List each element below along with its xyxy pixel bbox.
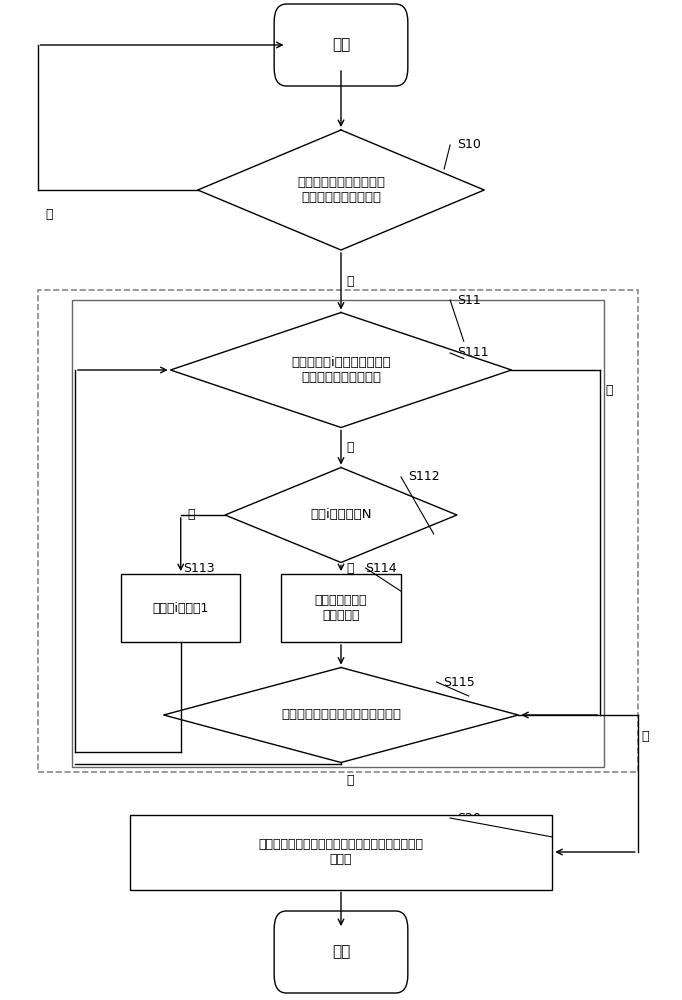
Text: 判断i是否等于N: 判断i是否等于N: [310, 508, 372, 522]
Text: 否: 否: [188, 508, 195, 522]
Text: 车辆将i值累加1: 车辆将i值累加1: [153, 601, 209, 614]
Polygon shape: [198, 130, 484, 250]
Polygon shape: [225, 468, 457, 562]
Text: S113: S113: [183, 562, 214, 574]
Text: 车辆判断第i个单方向加速度
是否满足第二预设条件: 车辆判断第i个单方向加速度 是否满足第二预设条件: [291, 356, 391, 384]
Text: S112: S112: [408, 471, 439, 484]
Text: 否: 否: [46, 209, 53, 222]
FancyBboxPatch shape: [274, 911, 408, 993]
FancyBboxPatch shape: [274, 4, 408, 86]
Text: S115: S115: [443, 676, 475, 688]
Text: 车辆产生异常确
认提示信息: 车辆产生异常确 认提示信息: [315, 594, 367, 622]
Text: 是: 是: [346, 275, 354, 288]
Text: S111: S111: [457, 347, 488, 360]
Text: S11: S11: [457, 294, 481, 306]
Text: 否: 否: [346, 774, 354, 787]
Text: 车辆根据该车辆的加速度
判断车辆是否出现异常: 车辆根据该车辆的加速度 判断车辆是否出现异常: [297, 176, 385, 204]
Text: 是: 是: [346, 562, 354, 575]
Bar: [38, 290, 638, 772]
Text: 结束: 结束: [332, 944, 350, 960]
Text: 开始: 开始: [332, 37, 350, 52]
Text: 否: 否: [346, 441, 354, 454]
Text: S10: S10: [457, 138, 481, 151]
FancyBboxPatch shape: [130, 814, 552, 890]
Polygon shape: [170, 312, 512, 428]
Text: 是: 是: [641, 730, 649, 744]
Text: S114: S114: [366, 562, 397, 574]
Text: 是: 是: [606, 383, 613, 396]
Bar: [72, 300, 604, 767]
Text: S20: S20: [457, 812, 481, 824]
Polygon shape: [164, 668, 518, 762]
FancyBboxPatch shape: [121, 574, 240, 642]
Text: 车辆判断是否接收到异常确认命令: 车辆判断是否接收到异常确认命令: [281, 708, 401, 722]
FancyBboxPatch shape: [281, 574, 400, 642]
Text: 车辆将异常时间段内的行车录像储存至车辆的安全
存储区: 车辆将异常时间段内的行车录像储存至车辆的安全 存储区: [258, 838, 424, 866]
